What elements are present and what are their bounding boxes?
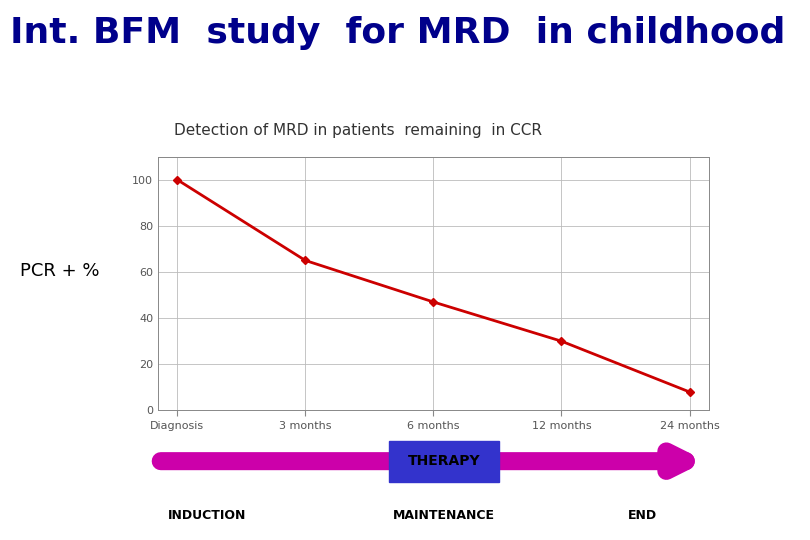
Text: Detection of MRD in patients  remaining  in CCR: Detection of MRD in patients remaining i… [174, 123, 542, 138]
FancyBboxPatch shape [390, 441, 500, 482]
Text: Int. BFM  study  for MRD  in childhood  pre-B ALLs: Int. BFM study for MRD in childhood pre-… [10, 16, 810, 50]
Text: PCR + %: PCR + % [20, 262, 100, 280]
Text: END: END [628, 509, 657, 522]
Text: INDUCTION: INDUCTION [168, 509, 247, 522]
Text: THERAPY: THERAPY [408, 454, 480, 468]
Text: MAINTENANCE: MAINTENANCE [394, 509, 496, 522]
